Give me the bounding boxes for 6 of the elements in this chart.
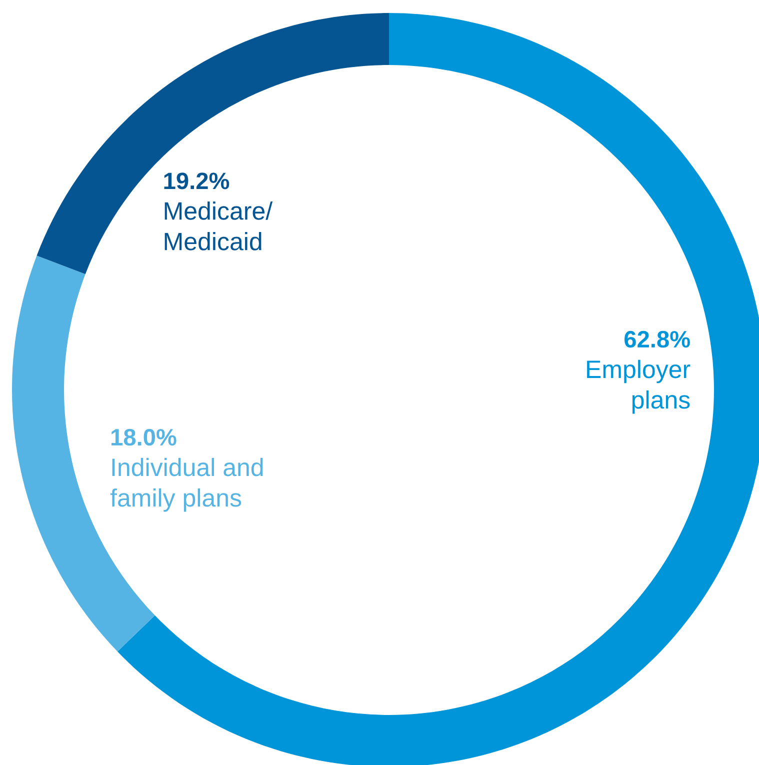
data-label: 62.8% bbox=[624, 330, 690, 348]
slice-label: Individual and family plans bbox=[110, 458, 263, 512]
data-label: 19.2% bbox=[164, 172, 230, 190]
slice-label: Employer plans bbox=[587, 360, 690, 414]
slice-label: Medicare/ Medicaid bbox=[164, 202, 273, 250]
data-label: 18.0% bbox=[112, 428, 176, 446]
